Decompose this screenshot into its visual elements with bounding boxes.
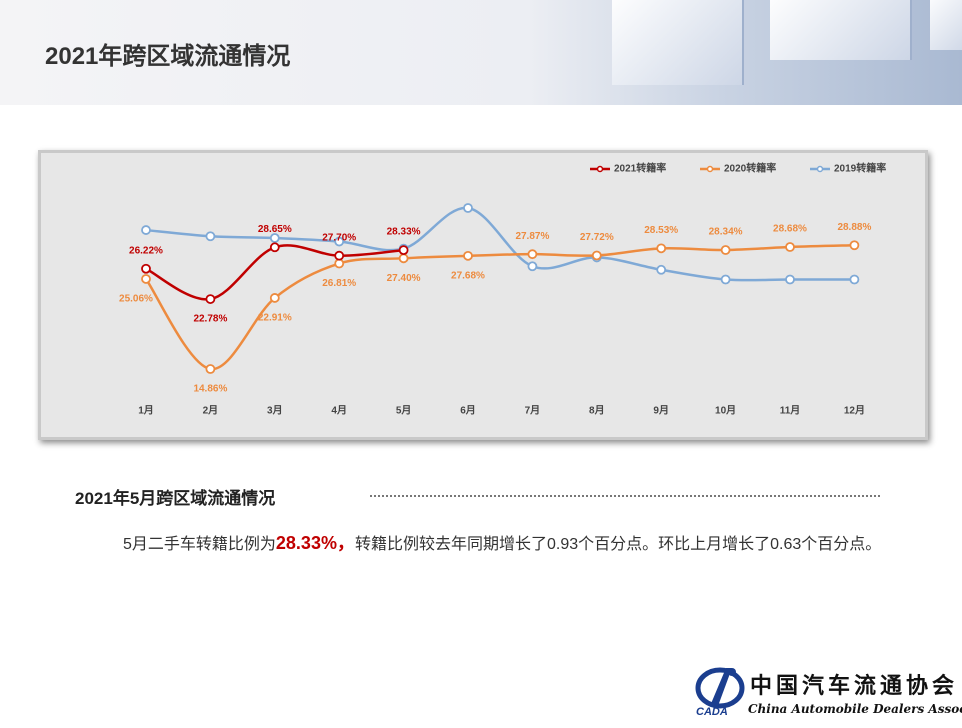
x-tick-label: 6月 bbox=[460, 405, 476, 417]
data-point bbox=[205, 294, 216, 304]
data-point bbox=[463, 250, 473, 261]
data-label: 27.87% bbox=[515, 231, 549, 242]
data-label: 22.91% bbox=[258, 313, 292, 324]
highlight: 28.33%， bbox=[275, 533, 355, 553]
legend-label: 2020转籍率 bbox=[724, 162, 776, 175]
text: 5月二手车转籍比例为 bbox=[123, 536, 276, 553]
data-point bbox=[527, 249, 538, 260]
data-point bbox=[398, 245, 409, 256]
header: 2021年跨区域流通情况 bbox=[0, 0, 962, 105]
data-label: 22.78% bbox=[193, 314, 227, 325]
legend-marker bbox=[706, 165, 714, 173]
series-line bbox=[145, 244, 404, 301]
paragraph: 5月二手车转籍比例为28.33%，转籍比例较去年同期增长了0.93个百分点。环比… bbox=[75, 526, 895, 562]
data-point bbox=[398, 253, 409, 264]
x-tick-label: 4月 bbox=[331, 405, 347, 417]
logo-mark: CADA bbox=[696, 706, 728, 718]
data-point bbox=[849, 274, 860, 285]
data-label: 27.72% bbox=[580, 232, 614, 243]
x-tick-label: 8月 bbox=[589, 405, 605, 417]
x-tick-label: 11月 bbox=[780, 405, 801, 417]
data-label: 28.33% bbox=[387, 227, 421, 238]
divider bbox=[370, 495, 880, 497]
logo: CADA 中国汽车流通协会 China Automobile Dealers A… bbox=[690, 660, 962, 724]
data-label: 26.22% bbox=[129, 245, 163, 256]
data-point bbox=[205, 364, 216, 374]
logo-en: China Automobile Dealers Association bbox=[748, 702, 962, 716]
data-label: 28.68% bbox=[773, 224, 807, 235]
logo-icon bbox=[695, 667, 745, 709]
data-point bbox=[334, 258, 345, 269]
logo-cn: 中国汽车流通协会 bbox=[750, 673, 959, 699]
data-point bbox=[334, 236, 345, 247]
data-point bbox=[269, 242, 280, 253]
data-label: 28.88% bbox=[837, 222, 871, 233]
decor bbox=[770, 0, 912, 60]
chart-frame: 2021转籍率 2020转籍率 2019转籍率 1月 2月 3月 4月 5月 6月 7月 8月 9月 1… bbox=[38, 150, 928, 440]
data-label: 28.34% bbox=[709, 227, 743, 238]
decor bbox=[930, 0, 962, 50]
page-title: 2021年跨区域流通情况 bbox=[45, 43, 291, 70]
section-title: 2021年5月跨区域流通情况 bbox=[75, 489, 276, 508]
data-label: 26.81% bbox=[322, 278, 356, 289]
data-label: 27.40% bbox=[387, 273, 421, 284]
data-label: 14.86% bbox=[193, 384, 227, 395]
data-label: 27.68% bbox=[451, 270, 485, 281]
data-point bbox=[656, 243, 667, 254]
legend-marker bbox=[596, 165, 604, 173]
x-tick-label: 10月 bbox=[715, 405, 736, 417]
data-label: 28.65% bbox=[258, 224, 292, 235]
data-point bbox=[720, 245, 731, 255]
data-point bbox=[205, 231, 216, 242]
data-point bbox=[141, 263, 151, 274]
chart: 2021转籍率 2020转籍率 2019转籍率 1月 2月 3月 4月 5月 6月 7月 8月 9月 1… bbox=[119, 162, 886, 417]
data-point bbox=[463, 203, 473, 213]
data-point bbox=[785, 274, 795, 285]
data-label: 27.70% bbox=[322, 232, 356, 243]
data-point bbox=[591, 250, 602, 261]
x-tick-label: 12月 bbox=[844, 405, 865, 417]
x-tick-label: 5月 bbox=[396, 405, 412, 417]
x-tick-label: 9月 bbox=[653, 405, 669, 417]
series-line bbox=[145, 206, 855, 282]
data-point bbox=[141, 274, 151, 284]
legend-marker bbox=[816, 165, 824, 173]
data-point bbox=[269, 233, 280, 243]
x-tick-label: 7月 bbox=[525, 405, 541, 417]
data-label: 25.06% bbox=[119, 294, 153, 305]
decor bbox=[612, 0, 744, 85]
data-point bbox=[141, 225, 151, 235]
legend-label: 2021转籍率 bbox=[614, 162, 666, 175]
data-point bbox=[656, 264, 667, 275]
data-point bbox=[785, 242, 795, 252]
x-tick-label: 3月 bbox=[267, 405, 283, 417]
data-point bbox=[527, 261, 538, 272]
data-label: 28.53% bbox=[644, 225, 678, 236]
x-tick-label: 1月 bbox=[138, 405, 154, 417]
data-point bbox=[720, 274, 731, 285]
x-tick-label: 2月 bbox=[203, 405, 219, 417]
data-point bbox=[269, 293, 280, 303]
legend-label: 2019转籍率 bbox=[834, 162, 886, 175]
data-point bbox=[849, 240, 860, 251]
text: 转籍比例较去年同期增长了0.93个百分点。环比上月增长了0.63个百分点。 bbox=[354, 536, 882, 553]
data-point bbox=[334, 250, 345, 261]
